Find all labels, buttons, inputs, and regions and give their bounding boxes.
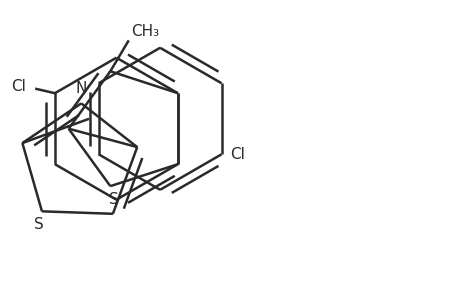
Text: S: S [34,217,43,232]
Text: S: S [109,192,118,207]
Text: N: N [75,81,87,96]
Text: Cl: Cl [11,79,27,94]
Text: Cl: Cl [230,147,245,162]
Text: CH₃: CH₃ [131,24,159,39]
